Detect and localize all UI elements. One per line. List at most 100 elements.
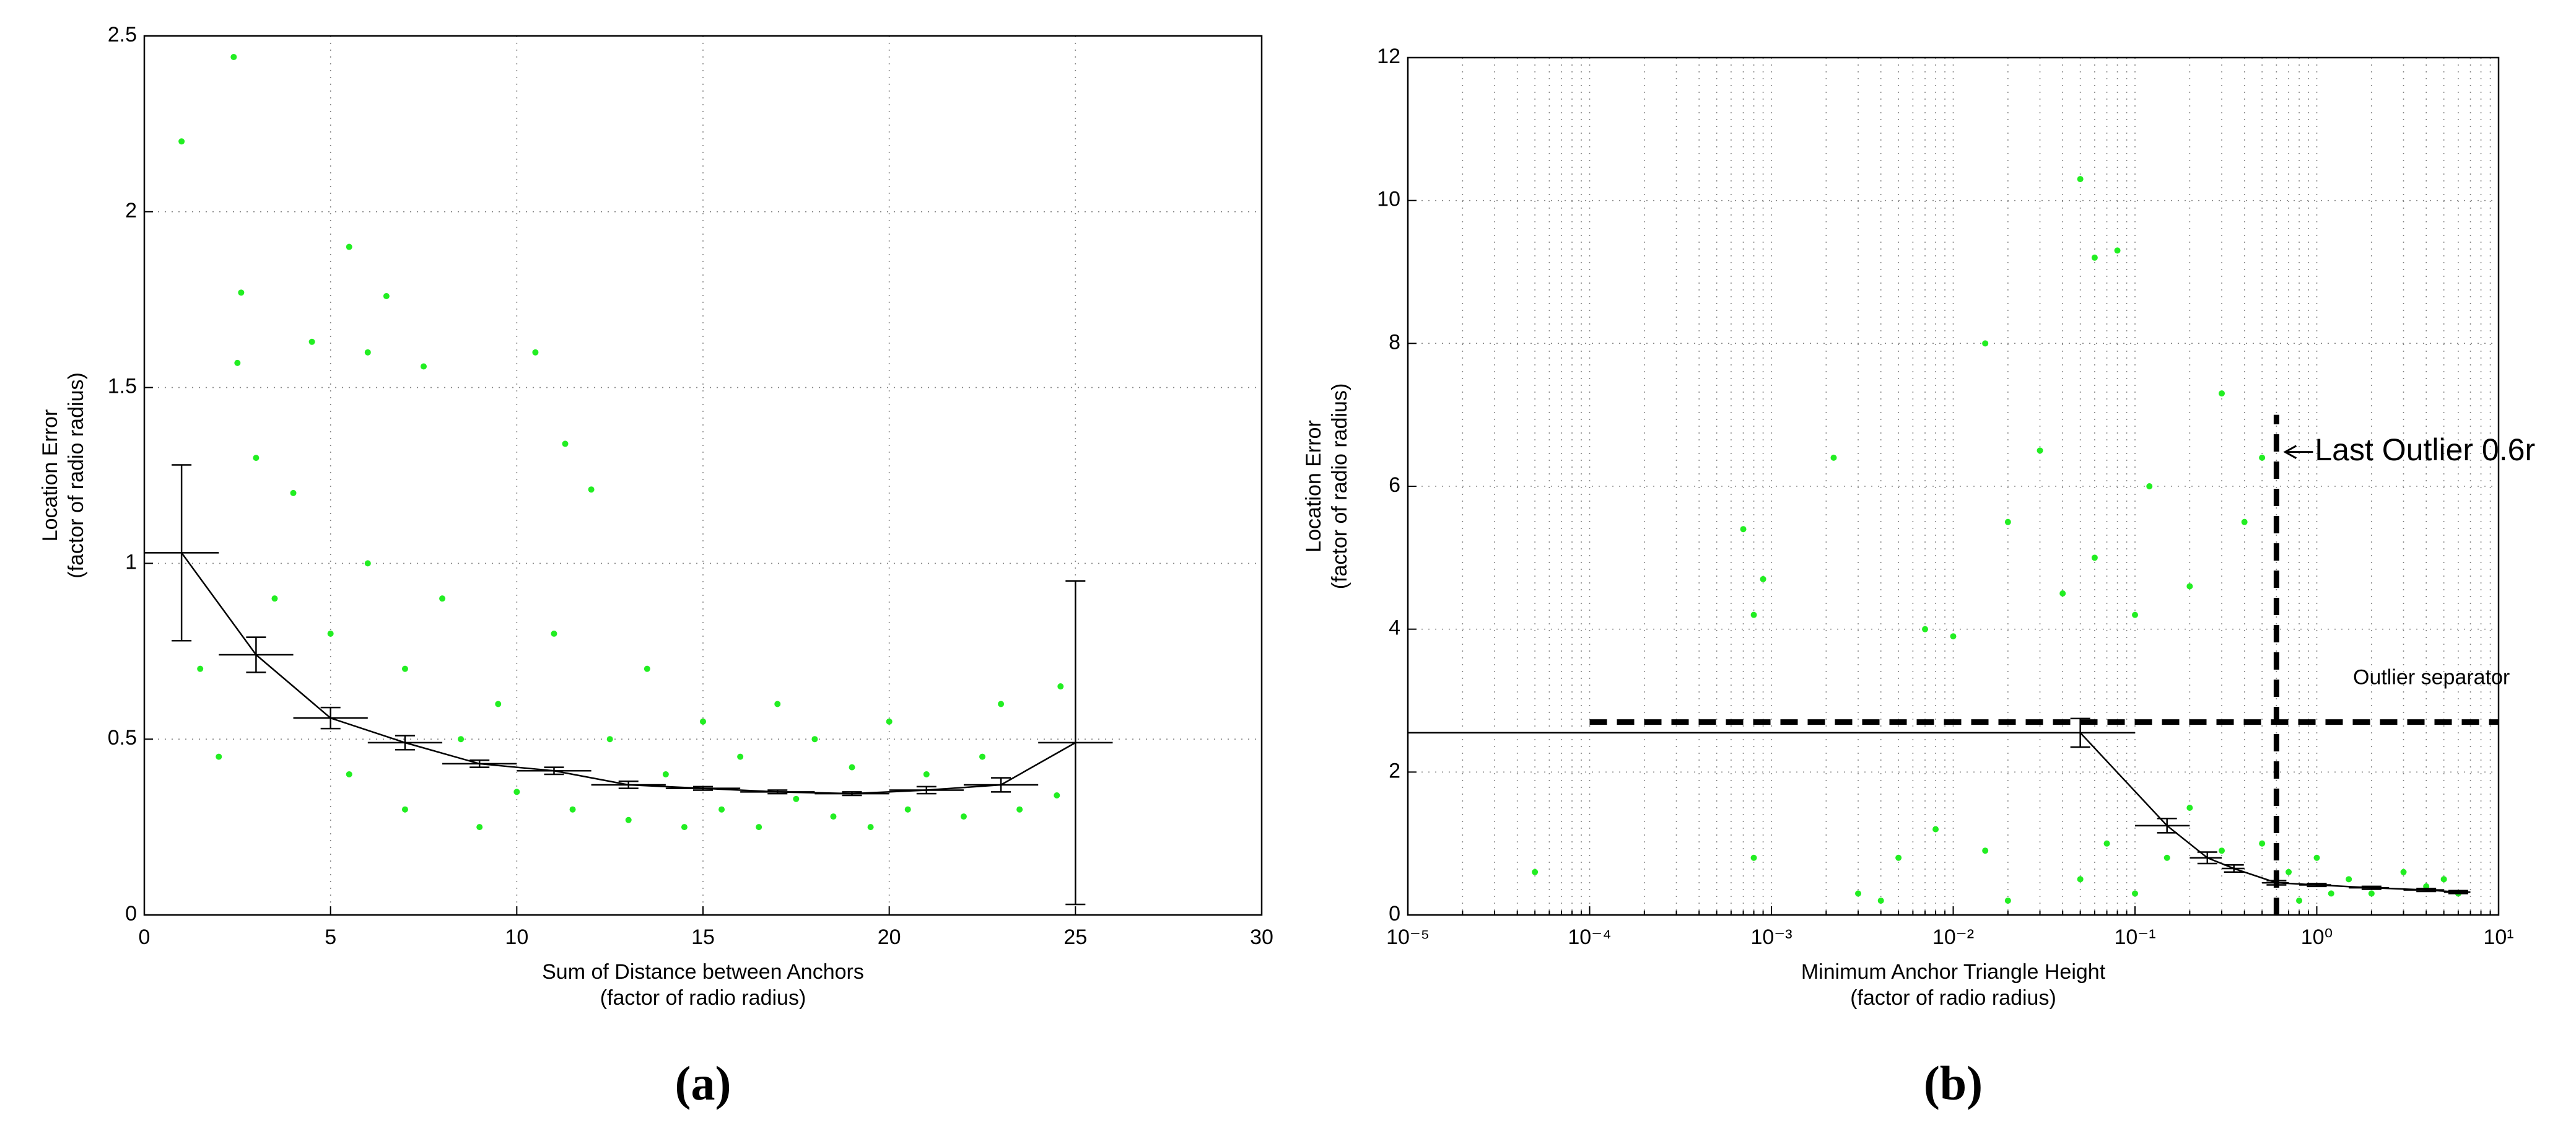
point xyxy=(1982,340,1989,347)
y-axis-label: Location Error xyxy=(1302,420,1325,553)
point xyxy=(886,718,893,725)
y-axis-label: Location Error xyxy=(38,409,62,542)
point xyxy=(588,486,595,493)
point xyxy=(2313,854,2320,861)
y-tick-label: 12 xyxy=(1377,45,1400,68)
point xyxy=(308,338,315,345)
point xyxy=(1750,854,1757,861)
point xyxy=(216,753,222,760)
point xyxy=(2132,611,2138,618)
x-axis-label: Minimum Anchor Triangle Height xyxy=(1801,960,2106,984)
point xyxy=(346,771,352,777)
point xyxy=(290,489,297,496)
y-tick-label: 1 xyxy=(125,550,137,574)
point xyxy=(904,806,911,813)
point xyxy=(1895,854,1902,861)
point xyxy=(327,630,334,637)
point xyxy=(2114,247,2121,254)
point xyxy=(2241,518,2248,525)
point xyxy=(364,349,371,356)
point xyxy=(401,806,408,813)
point xyxy=(421,363,427,370)
y-tick-label: 4 xyxy=(1389,616,1400,640)
caption: (b) xyxy=(1924,1056,1983,1110)
x-tick-label: 10⁻¹ xyxy=(2114,925,2155,949)
mean-line xyxy=(181,552,1076,795)
point xyxy=(197,665,204,672)
y-tick-label: 2 xyxy=(1389,759,1400,782)
y-tick-label: 10 xyxy=(1377,188,1400,211)
y-tick-label: 6 xyxy=(1389,473,1400,497)
x-tick-label: 30 xyxy=(1250,925,1273,949)
point xyxy=(1054,792,1060,799)
x-tick-label: 10⁻⁵ xyxy=(1386,925,1430,949)
point xyxy=(513,789,520,795)
chart: 0 5 10 15 20 25 30 0 0.5 1 1.5 2 2.5 Sum of Distance … xyxy=(38,23,1273,1110)
point xyxy=(1932,826,1939,833)
mean-line xyxy=(2079,732,2458,893)
x-tick-label: 10⁻⁴ xyxy=(1568,925,1611,949)
point xyxy=(439,595,446,602)
x-tick-label: 10⁻² xyxy=(1932,925,1974,949)
plot-frame xyxy=(143,35,1263,916)
point xyxy=(238,289,245,296)
point xyxy=(2400,868,2407,875)
point xyxy=(346,243,352,250)
point xyxy=(681,824,688,831)
x-tick-label: 10¹ xyxy=(2483,925,2513,949)
x-tick-label: 5 xyxy=(325,925,336,949)
x-tick-label: 10⁰ xyxy=(2301,925,2333,949)
point xyxy=(979,753,985,760)
y-tick-label: 8 xyxy=(1389,330,1400,354)
point xyxy=(2368,890,2375,897)
point xyxy=(2346,876,2352,883)
point xyxy=(2219,847,2225,854)
point xyxy=(2219,390,2225,397)
point xyxy=(271,595,278,602)
point xyxy=(774,701,781,707)
point xyxy=(2163,854,2170,861)
point xyxy=(2440,876,2447,883)
point xyxy=(1760,575,1766,582)
point xyxy=(1016,806,1023,813)
point xyxy=(756,824,762,831)
point xyxy=(2103,840,2110,847)
point xyxy=(2186,583,2193,590)
point xyxy=(476,824,483,831)
plot-frame xyxy=(1407,56,2500,916)
point xyxy=(2037,447,2043,454)
point xyxy=(2004,518,2011,525)
point xyxy=(923,771,930,777)
point xyxy=(2296,897,2303,904)
x-tick-label: 10⁻³ xyxy=(1750,925,1792,949)
point xyxy=(383,293,390,300)
point xyxy=(867,824,874,831)
point xyxy=(644,665,650,672)
point xyxy=(606,736,613,743)
point xyxy=(1057,683,1064,690)
point xyxy=(2286,868,2292,875)
point xyxy=(2091,254,2098,261)
y-axis-label: (factor of radio radius) xyxy=(1328,383,1351,590)
point xyxy=(551,630,557,637)
point xyxy=(998,701,1005,707)
point xyxy=(2077,176,2084,183)
point xyxy=(569,806,576,813)
point xyxy=(1740,526,1747,533)
point xyxy=(2091,554,2098,561)
point xyxy=(2146,483,2153,489)
point xyxy=(718,806,725,813)
point xyxy=(562,440,569,447)
point xyxy=(2077,876,2084,883)
point xyxy=(1532,868,1539,875)
point xyxy=(178,138,185,145)
point xyxy=(2132,890,2138,897)
point xyxy=(737,753,744,760)
annotation: Last Outlier 0.6r xyxy=(2315,432,2535,467)
y-tick-label: 0 xyxy=(125,902,137,925)
point xyxy=(234,359,241,366)
point xyxy=(495,701,502,707)
chart: 10⁻⁵ 10⁻⁴ 10⁻³ 10⁻² 10⁻¹ 10⁰ 10¹ 0 2 4 6 8 10 12 Outli… xyxy=(1302,45,2535,1110)
x-axis-label: (factor of radio radius) xyxy=(1850,986,2056,1010)
